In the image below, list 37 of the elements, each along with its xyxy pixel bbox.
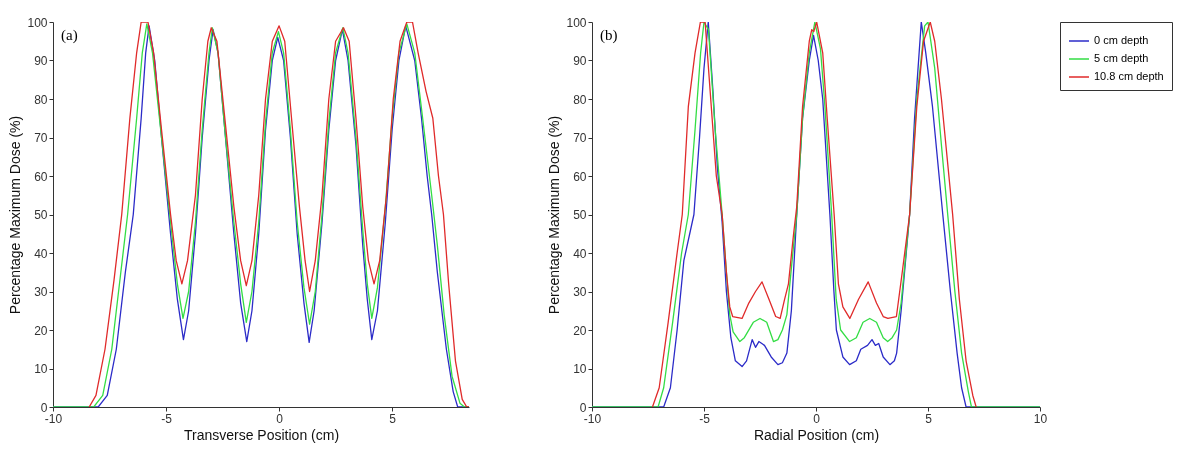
y-tick-label: 50 (34, 208, 48, 222)
y-tick-label: 20 (34, 323, 48, 338)
y-tick-label: 70 (34, 131, 48, 145)
x-tick-label: 5 (389, 411, 397, 426)
y-tick-label: 20 (573, 323, 587, 338)
annotation: (a) (61, 27, 78, 44)
x-tick-label: 0 (276, 411, 284, 426)
legend-label: 10.8 cm depth (1094, 70, 1164, 82)
y-tick-label: 100 (566, 15, 587, 30)
x-tick-label: 5 (925, 411, 933, 426)
x-tick-label: 0 (813, 411, 821, 426)
y-axis-title: Percentage Maximum Dose (%) (7, 115, 24, 315)
x-axis-title: Radial Position (cm) (753, 426, 880, 443)
line-series (651, 22, 977, 407)
y-tick-label: 80 (34, 92, 48, 107)
legend-label: 0 cm depth (1094, 34, 1149, 46)
x-tick-label: 10 (1033, 411, 1048, 426)
y-tick-label: 80 (573, 92, 587, 107)
y-tick-label: 70 (573, 131, 587, 145)
x-axis-title: Transverse Position (cm) (183, 426, 340, 443)
y-tick-label: 100 (27, 15, 48, 30)
y-tick-label: 60 (573, 169, 587, 184)
y-tick-label: 10 (34, 362, 48, 376)
y-axis-title: Percentage Maximum Dose (%) (546, 115, 563, 315)
annotation: (b) (600, 27, 618, 44)
y-tick-label: 40 (573, 246, 587, 261)
y-tick-label: 60 (34, 169, 48, 184)
x-tick-label: -5 (699, 411, 711, 426)
y-tick-label: 90 (573, 54, 587, 68)
y-tick-label: 30 (573, 285, 587, 299)
y-tick-label: 90 (34, 54, 48, 68)
y-tick-label: 30 (34, 285, 48, 299)
legend-label: 5 cm depth (1094, 52, 1149, 64)
x-tick-label: -5 (161, 411, 173, 426)
y-tick-label: 50 (573, 208, 587, 222)
y-tick-label: 10 (573, 362, 587, 376)
y-tick-label: 40 (34, 246, 48, 261)
